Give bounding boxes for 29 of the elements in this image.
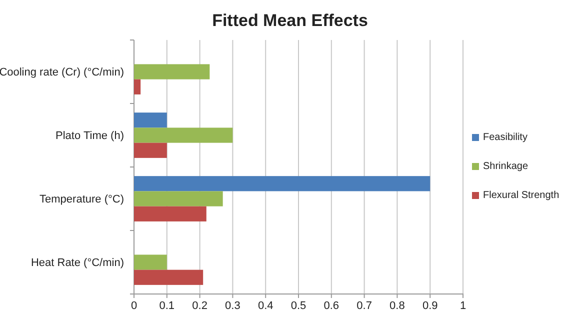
bar (134, 64, 210, 80)
bar (134, 142, 167, 158)
bar (134, 206, 206, 222)
x-tick-label: 0.5 (290, 300, 306, 312)
bar (134, 191, 223, 206)
bar (134, 176, 430, 192)
x-tick-label: 0 (130, 300, 138, 312)
legend-label: Flexural Strength (483, 190, 560, 201)
x-tick-label: 1 (460, 300, 466, 312)
y-tick-label: Cooling rate (Cr) (°C/min) (0, 66, 124, 78)
x-tick-label: 0.4 (258, 300, 274, 312)
x-tick-label: 0.2 (192, 300, 208, 312)
y-tick-label: Heat Rate (°C/min) (30, 256, 124, 269)
legend-label: Shrinkage (483, 161, 528, 172)
chart-title: Fitted Mean Effects (212, 11, 368, 30)
x-tick-label: 0.3 (225, 300, 240, 312)
bar (134, 270, 204, 285)
y-tick-label: Plato Time (h) (56, 130, 124, 142)
x-tick-label: 0.1 (159, 300, 175, 312)
x-tick-label: 0.7 (356, 300, 372, 312)
bar (134, 79, 141, 94)
bar (134, 112, 167, 128)
bar (134, 254, 167, 270)
x-tick-label: 0.6 (324, 300, 340, 312)
y-tick-label: Temperature (°C) (40, 193, 124, 206)
legend-label: Feasibility (483, 132, 528, 143)
x-tick-label: 0.9 (422, 300, 438, 312)
bar (134, 128, 233, 143)
x-tick-label: 0.8 (390, 300, 405, 312)
